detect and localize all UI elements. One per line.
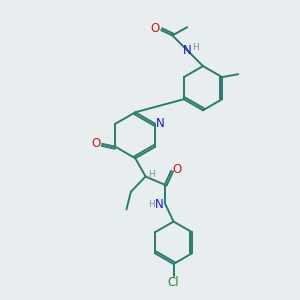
- Text: H: H: [193, 43, 199, 52]
- Text: H: H: [148, 200, 155, 209]
- Text: N: N: [183, 44, 192, 57]
- Text: N: N: [156, 117, 165, 130]
- Text: O: O: [172, 163, 182, 176]
- Text: O: O: [91, 137, 100, 150]
- Text: O: O: [150, 22, 159, 35]
- Text: N: N: [154, 198, 163, 211]
- Text: Cl: Cl: [168, 276, 179, 289]
- Text: H: H: [148, 169, 155, 178]
